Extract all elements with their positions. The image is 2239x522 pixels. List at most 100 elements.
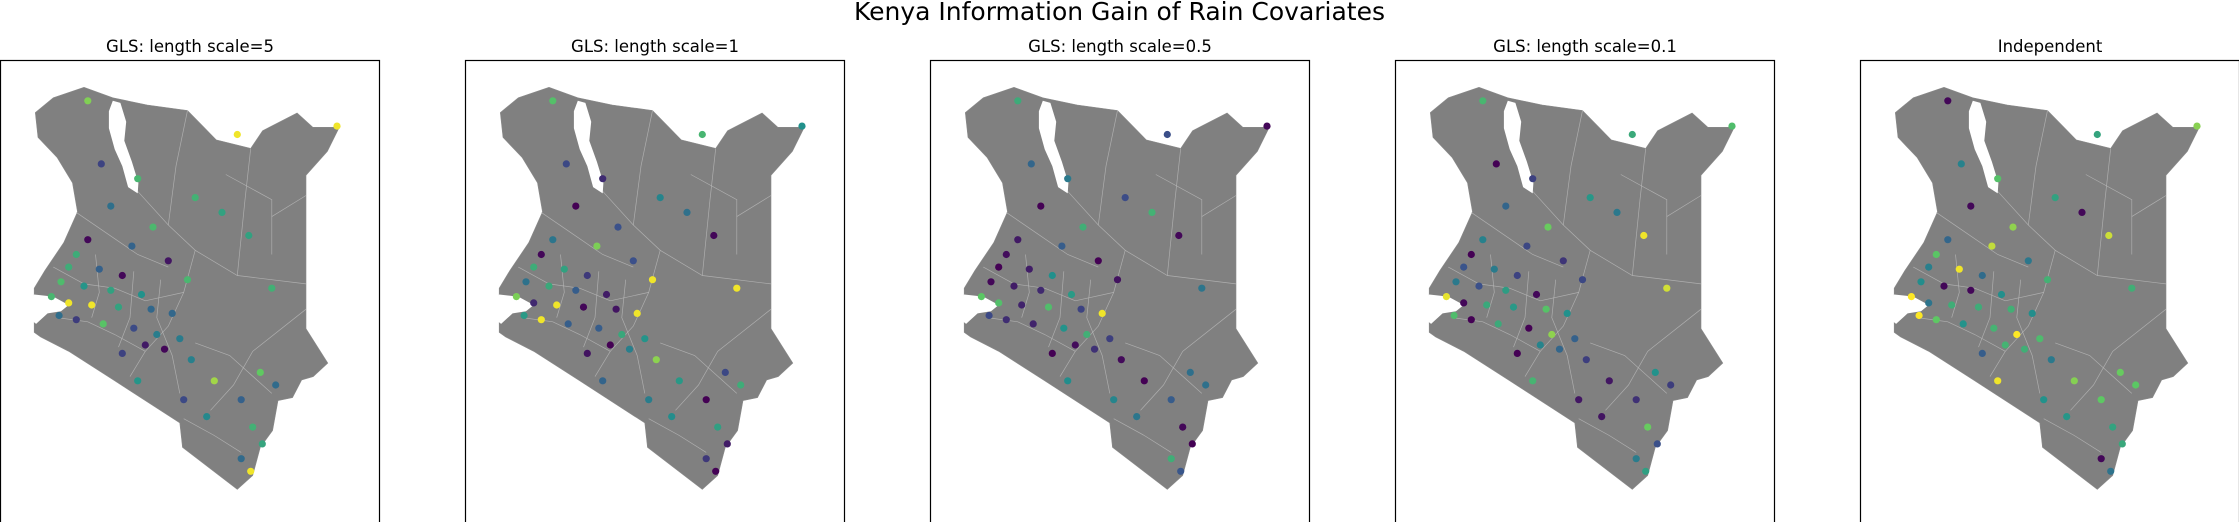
station-point <box>1202 381 1210 389</box>
station-point <box>2007 305 2015 313</box>
county-border <box>2096 148 2112 276</box>
station-point <box>1598 413 1606 421</box>
lake-turkana <box>1968 100 1999 194</box>
station-point <box>614 223 622 231</box>
station-point <box>1010 282 1018 290</box>
station-point <box>153 330 161 339</box>
station-point <box>564 320 572 328</box>
county-border <box>1166 148 1182 276</box>
station-point <box>702 455 710 463</box>
map-panel-2: GLS: length scale=1 <box>464 37 846 522</box>
station-point <box>118 349 126 357</box>
station-point <box>1460 299 1468 307</box>
panel-title: GLS: length scale=0.1 <box>1493 37 1677 56</box>
station-point <box>537 316 545 324</box>
lake-victoria <box>1417 294 1464 324</box>
station-point <box>1536 341 1544 349</box>
panel-title: GLS: length scale=1 <box>571 37 739 56</box>
station-point <box>2063 413 2071 421</box>
station-point <box>530 299 538 307</box>
station-point <box>258 440 266 448</box>
station-point <box>1177 467 1185 475</box>
station-point <box>1037 202 1045 210</box>
station-point <box>203 413 211 421</box>
station-point <box>1529 377 1537 385</box>
county-border <box>2027 110 2048 226</box>
station-point <box>1907 293 1915 301</box>
station-point <box>723 440 731 448</box>
station-point <box>2020 345 2029 353</box>
station-point <box>1917 278 1925 286</box>
station-point <box>995 299 1003 307</box>
county-border <box>57 317 146 352</box>
station-point <box>1502 286 1510 294</box>
station-point <box>1544 223 1552 231</box>
station-point <box>648 276 657 284</box>
station-point <box>1071 341 1079 349</box>
station-point <box>583 271 591 280</box>
station-point <box>1974 303 1983 311</box>
county-border <box>1086 279 1111 394</box>
station-point <box>1450 311 1458 320</box>
station-point <box>84 97 92 105</box>
station-point <box>1494 320 1502 328</box>
station-point <box>1198 284 1206 292</box>
station-point <box>2043 276 2052 284</box>
station-point <box>1509 303 1518 311</box>
station-point <box>645 396 653 404</box>
station-point <box>1944 97 1952 105</box>
county-border <box>76 212 169 268</box>
station-point <box>1029 320 1037 328</box>
station-point <box>987 278 995 286</box>
station-point <box>1044 303 1053 311</box>
station-point <box>737 381 745 389</box>
station-point <box>1513 271 1521 280</box>
station-point <box>1490 265 1498 273</box>
station-point <box>1978 349 1986 357</box>
station-point <box>183 276 192 284</box>
station-point <box>995 263 1003 271</box>
station-point <box>1525 324 1533 332</box>
station-point <box>1106 335 1114 343</box>
station-point <box>191 194 199 202</box>
county-border <box>1578 418 1637 453</box>
station-point <box>168 309 176 317</box>
station-point <box>656 194 664 202</box>
station-point <box>1479 97 1487 105</box>
station-point <box>1442 293 1450 301</box>
county-border <box>195 342 273 394</box>
county-border <box>183 418 242 453</box>
station-point <box>1640 231 1648 240</box>
station-point <box>1582 356 1590 364</box>
station-point <box>562 160 570 168</box>
station-point <box>1502 202 1510 210</box>
figure-suptitle: Kenya Information Gain of Rain Covariate… <box>854 0 1385 26</box>
station-point <box>1642 467 1650 475</box>
station-point <box>1542 305 1550 313</box>
county-border <box>156 279 181 394</box>
county-border <box>1513 271 1530 348</box>
station-point <box>1578 276 1587 284</box>
station-point <box>1002 316 1010 324</box>
station-point <box>1632 455 1640 463</box>
station-point <box>1094 257 1102 265</box>
station-point <box>618 330 626 339</box>
station-point <box>1728 122 1736 130</box>
station-point <box>1990 324 1998 332</box>
county-border <box>1140 308 1237 411</box>
station-point <box>1940 282 1948 290</box>
county-border <box>522 317 611 352</box>
station-point <box>130 324 138 332</box>
station-point <box>72 250 80 259</box>
station-point <box>1163 130 1171 139</box>
station-point <box>249 423 257 431</box>
lake-victoria <box>22 294 69 324</box>
station-point <box>268 284 276 292</box>
station-point <box>2118 440 2126 448</box>
county-border <box>541 212 634 268</box>
station-point <box>1133 413 1141 421</box>
county-border <box>1605 308 1702 411</box>
station-point <box>1915 311 1923 320</box>
station-point <box>798 122 806 130</box>
